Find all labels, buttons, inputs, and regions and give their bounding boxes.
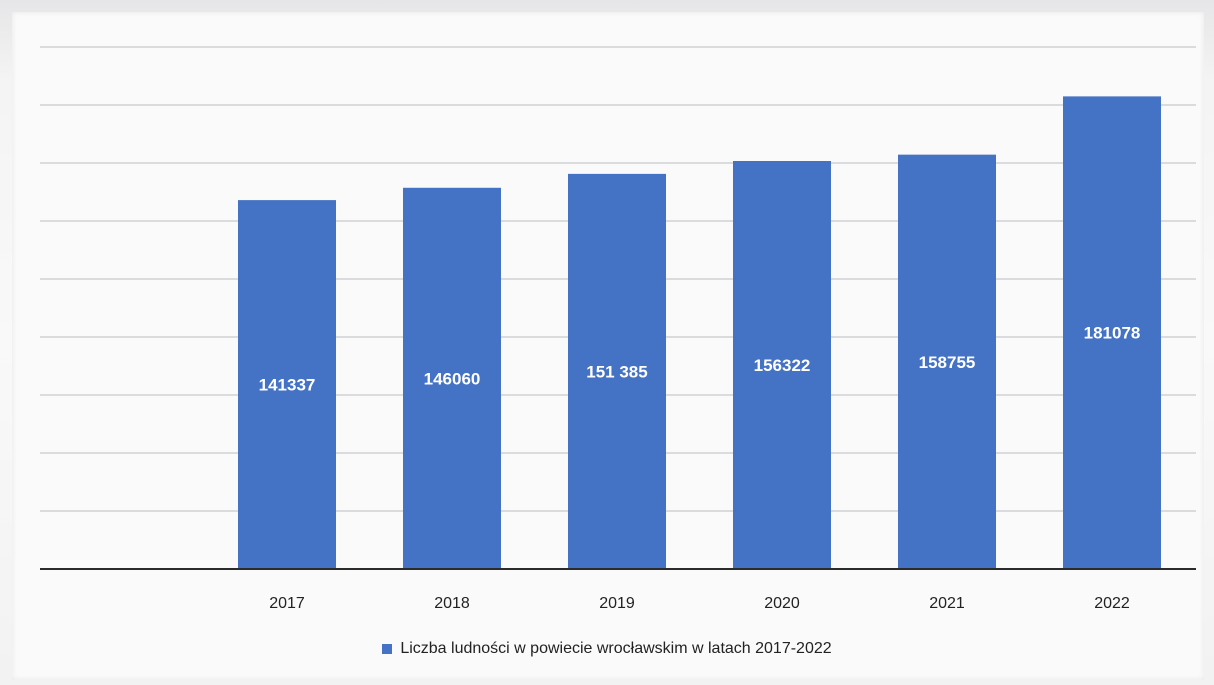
x-tick-2017: 2017 bbox=[269, 595, 305, 612]
data-label-2022: 181078 bbox=[1084, 324, 1141, 343]
bar-2022 bbox=[1063, 96, 1161, 570]
bar-data-labels: 141337 146060 151 385 156322 158755 181078 bbox=[259, 324, 1141, 395]
x-tick-2022: 2022 bbox=[1094, 595, 1130, 612]
data-label-2021: 158755 bbox=[919, 353, 976, 372]
x-tick-2020: 2020 bbox=[764, 595, 800, 612]
data-label-2020: 156322 bbox=[754, 356, 811, 375]
data-label-2017: 141337 bbox=[259, 376, 316, 395]
data-label-2018: 146060 bbox=[424, 369, 481, 388]
x-tick-2018: 2018 bbox=[434, 595, 470, 612]
bar-2019 bbox=[568, 173, 666, 570]
x-tick-2019: 2019 bbox=[599, 595, 635, 612]
bar-2021 bbox=[898, 154, 996, 569]
x-tick-labels: 2017 2018 2019 2020 2021 2022 bbox=[269, 595, 1130, 612]
bar-2020 bbox=[733, 160, 831, 569]
legend: Liczba ludności w powiecie wrocławskim w… bbox=[0, 640, 1214, 658]
legend-label: Liczba ludności w powiecie wrocławskim w… bbox=[400, 640, 832, 657]
bar-2017 bbox=[238, 200, 336, 570]
bars bbox=[238, 96, 1161, 570]
x-tick-2021: 2021 bbox=[929, 595, 965, 612]
legend-swatch bbox=[382, 644, 393, 654]
bar-2018 bbox=[403, 187, 501, 570]
data-label-2019: 151 385 bbox=[586, 362, 647, 381]
